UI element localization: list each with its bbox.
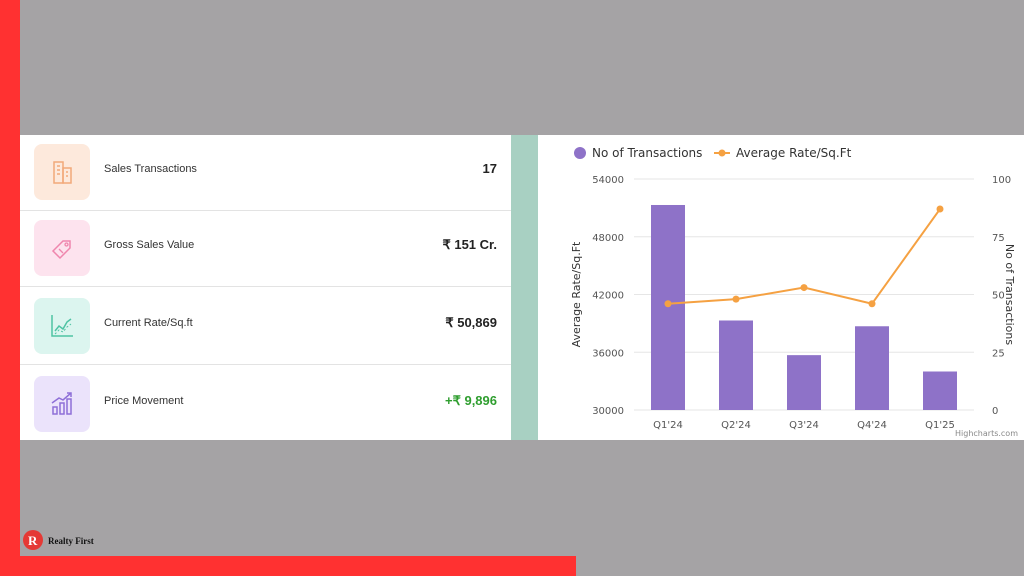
bar (855, 326, 889, 410)
stat-value: +₹ 9,896 (444, 393, 497, 408)
bar (787, 355, 821, 410)
stat-value: 17 (482, 161, 497, 176)
stat-sales-transactions: Sales Transactions 17 (20, 135, 511, 211)
stat-label: Gross Sales Value (104, 239, 195, 251)
x-tick-label: Q3'24 (789, 420, 819, 431)
legend-line-marker (718, 149, 726, 157)
left-accent-bar (0, 0, 20, 576)
svg-text:Realty First: Realty First (48, 536, 94, 546)
transactions-chart: 54000 48000 42000 36000 30000 100 75 50 25 0 Avera… (538, 135, 1024, 440)
stats-list: Sales Transactions 17 Gross Sales Value … (20, 135, 511, 440)
stat-current-rate: Current Rate/Sq.ft ₹ 50,869 (20, 289, 511, 365)
rate-point (664, 300, 672, 308)
dashboard-panel: Sales Transactions 17 Gross Sales Value … (20, 135, 1024, 440)
x-tick-label: Q4'24 (857, 420, 887, 431)
price-tag-icon (34, 220, 90, 276)
chart-credit: Highcharts.com (955, 429, 1018, 438)
right-tick-label: 50 (992, 291, 1005, 302)
stat-label: Price Movement (104, 395, 184, 407)
left-tick-label: 48000 (592, 233, 624, 244)
left-axis-title: Average Rate/Sq.Ft (570, 241, 583, 347)
x-tick-label: Q2'24 (721, 420, 751, 431)
stat-value: ₹ 151 Cr. (442, 237, 497, 252)
divider-bar (511, 135, 538, 440)
legend-bar-swatch (574, 147, 586, 159)
stat-value: ₹ 50,869 (445, 315, 497, 330)
bottom-accent-bar (0, 556, 576, 576)
rate-point (800, 284, 808, 292)
chart-svg: 54000 48000 42000 36000 30000 100 75 50 25 0 Avera… (570, 146, 1018, 438)
right-tick-label: 75 (992, 233, 1005, 244)
realty-first-logo: R Realty First (23, 530, 94, 550)
left-tick-label: 30000 (592, 406, 624, 417)
stat-label: Current Rate/Sq.ft (104, 317, 193, 329)
right-tick-label: 100 (992, 175, 1011, 186)
growth-bars-icon (34, 376, 90, 432)
right-tick-label: 0 (992, 406, 998, 417)
right-axis-title: No of Transactions (1003, 244, 1016, 345)
stat-price-movement: Price Movement +₹ 9,896 (20, 367, 511, 443)
stat-gross-sales-value: Gross Sales Value ₹ 151 Cr. (20, 211, 511, 287)
stat-label: Sales Transactions (104, 163, 197, 175)
x-tick-label: Q1'25 (925, 420, 955, 431)
rate-point (868, 300, 876, 308)
right-tick-label: 25 (992, 348, 1005, 359)
rate-point (732, 295, 740, 303)
legend-bar-label: No of Transactions (592, 146, 702, 160)
bar (651, 204, 685, 410)
bar (719, 320, 753, 410)
rate-point (936, 205, 944, 213)
legend-line-label: Average Rate/Sq.Ft (736, 146, 852, 160)
left-tick-label: 54000 (592, 175, 624, 186)
svg-text:R: R (28, 533, 38, 548)
left-tick-label: 42000 (592, 291, 624, 302)
line-chart-icon (34, 298, 90, 354)
x-tick-label: Q1'24 (653, 420, 683, 431)
left-tick-label: 36000 (592, 348, 624, 359)
bar (923, 371, 957, 410)
building-icon (34, 144, 90, 200)
